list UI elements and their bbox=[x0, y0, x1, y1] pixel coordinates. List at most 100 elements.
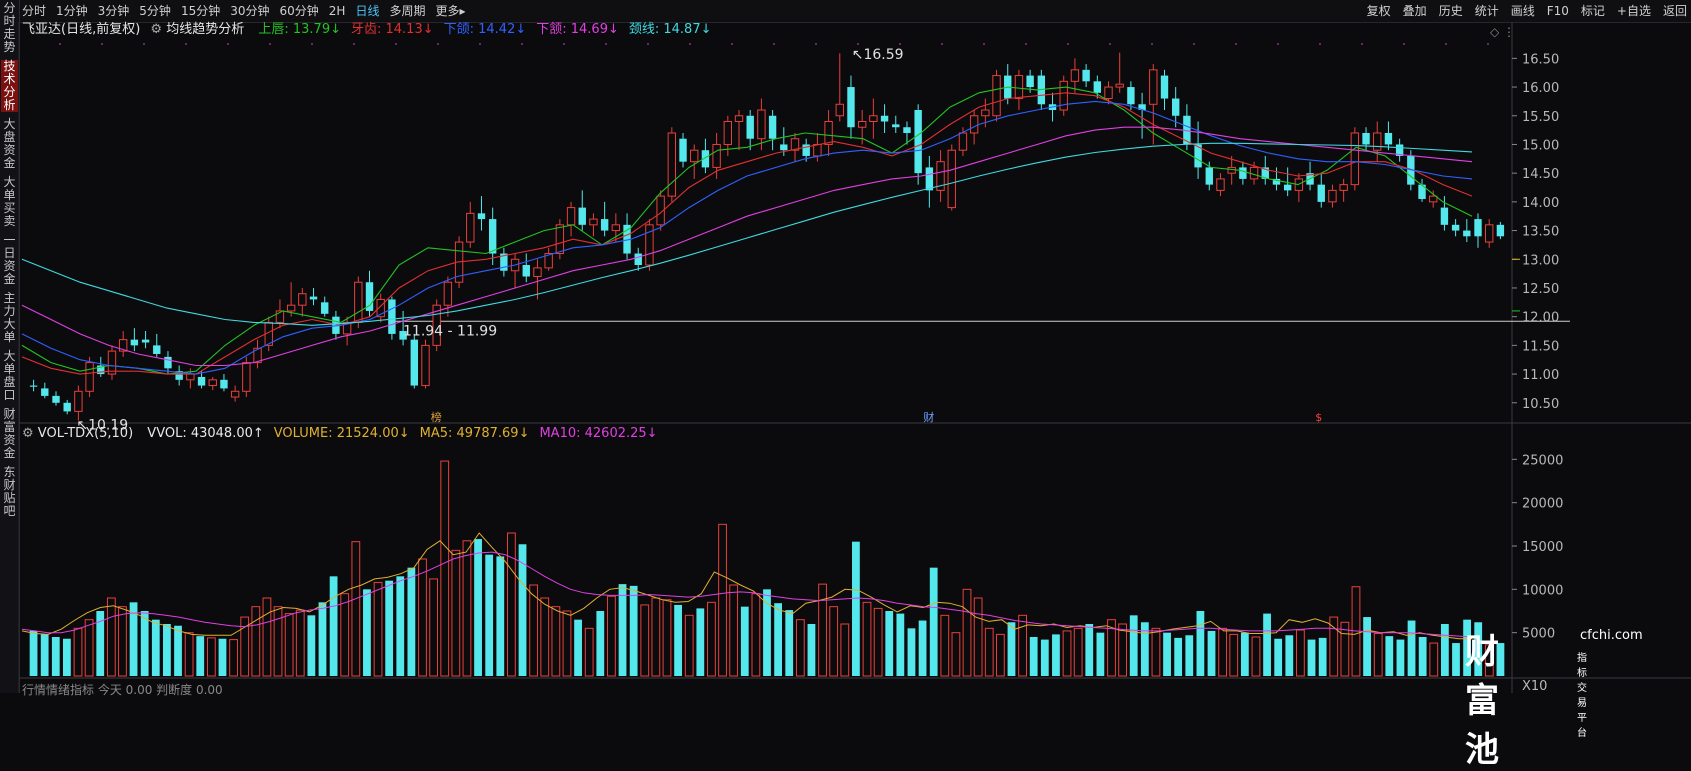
volume-bar bbox=[307, 615, 316, 676]
volume-bar bbox=[785, 610, 794, 676]
vol-legend-item-2: MA5: 49787.69↓ bbox=[419, 426, 530, 441]
volume-bar bbox=[918, 620, 927, 676]
top-toolbar: 分时 1分钟 3分钟 5分钟 15分钟 30分钟 60分钟 2H 日线 多周期 更多▸ 返回 +自选标… bbox=[0, 0, 1691, 23]
sidebar-item-0[interactable]: 分时走势 bbox=[3, 1, 16, 54]
candle-body bbox=[869, 115, 878, 122]
tab-2[interactable]: 3分钟 bbox=[97, 4, 130, 18]
tool-tab-7[interactable]: +自选 bbox=[1616, 4, 1651, 18]
volume-bar bbox=[507, 532, 516, 677]
volume-ma-MA5 bbox=[21, 532, 1472, 640]
candle-body bbox=[1384, 132, 1393, 145]
candle-body bbox=[1127, 87, 1135, 105]
sidebar-item-7[interactable]: 财富资金 bbox=[3, 407, 16, 460]
volume-bar bbox=[1018, 614, 1027, 677]
candle-body bbox=[914, 110, 922, 174]
volume-bar bbox=[818, 583, 827, 677]
candle-body bbox=[186, 373, 195, 381]
volume-bar bbox=[196, 636, 205, 676]
tab-1[interactable]: 1分钟 bbox=[56, 4, 88, 18]
volume-bar bbox=[740, 606, 749, 676]
tab-6[interactable]: 60分钟 bbox=[279, 4, 319, 18]
candle-body bbox=[958, 132, 968, 151]
sidebar-item-2[interactable]: 大盘资金 bbox=[3, 117, 16, 170]
sidebar-item-4[interactable]: 一日资金 bbox=[3, 233, 16, 286]
candle-body bbox=[734, 115, 744, 122]
candle-body bbox=[230, 390, 240, 398]
candle-body bbox=[1362, 132, 1370, 145]
candle-body bbox=[1328, 189, 1337, 203]
volume-bar bbox=[407, 567, 416, 676]
candle-body bbox=[835, 103, 844, 117]
top-dot bbox=[815, 43, 817, 45]
candle-body bbox=[141, 339, 150, 343]
top-dot bbox=[1025, 43, 1027, 45]
tab-3[interactable]: 5分钟 bbox=[139, 4, 171, 18]
volume-bar bbox=[1096, 632, 1105, 676]
top-dot bbox=[563, 43, 565, 45]
candle-body bbox=[488, 219, 497, 254]
candle-body bbox=[768, 115, 777, 139]
volume-bar bbox=[29, 630, 38, 676]
top-dot bbox=[731, 43, 733, 45]
kline-chart[interactable]: 10.50 11.00 11.50 12.00 12.50 13.00 13.50 14.00… bbox=[0, 0, 1691, 693]
tab-8[interactable]: 日线 bbox=[355, 4, 380, 18]
sidebar-item-6[interactable]: 大单盘口 bbox=[3, 349, 16, 402]
top-dot bbox=[773, 43, 775, 45]
tool-tab-0[interactable]: 复权 bbox=[1366, 4, 1391, 18]
tool-tab-1[interactable]: 叠加 bbox=[1402, 4, 1427, 18]
sidebar-item-8[interactable]: 东财贴吧 bbox=[3, 465, 16, 518]
volume-bar bbox=[962, 588, 972, 677]
volume-tick-label-1: 10000 bbox=[1522, 583, 1563, 598]
volume-bar bbox=[440, 460, 450, 677]
tab-10[interactable]: 更多▸ bbox=[435, 4, 466, 18]
tab-4[interactable]: 15分钟 bbox=[180, 4, 221, 18]
tool-tab-3[interactable]: 统计 bbox=[1474, 4, 1499, 18]
volume-bar bbox=[1185, 635, 1194, 676]
top-dot bbox=[941, 43, 943, 45]
volume-bar bbox=[1251, 636, 1261, 677]
sidebar-item-3[interactable]: 大单买卖 bbox=[3, 175, 16, 228]
tool-tab-2[interactable]: 历史 bbox=[1438, 4, 1463, 18]
indicator-name[interactable]: 均线趋势分析 bbox=[166, 22, 245, 37]
sidebar-item-5[interactable]: 主力大单 bbox=[3, 291, 16, 344]
top-dot bbox=[311, 43, 313, 45]
ma-line-下颔 bbox=[21, 126, 1473, 367]
volume-bar bbox=[429, 578, 439, 677]
indicator-gear-icon[interactable]: ⚙ bbox=[150, 22, 163, 37]
vol-legend-item-3: MA10: 42602.25↓ bbox=[539, 426, 658, 441]
tab-5[interactable]: 30分钟 bbox=[230, 4, 270, 18]
volume-bar bbox=[1452, 643, 1460, 676]
sidebar-item-1[interactable]: 技术分析 bbox=[1, 60, 18, 112]
volume-bar bbox=[751, 593, 761, 677]
volume-bar bbox=[418, 558, 427, 677]
price-tick-label-2: 11.50 bbox=[1522, 339, 1559, 354]
tool-tab-5[interactable]: F10 bbox=[1546, 4, 1569, 18]
tool-tab-6[interactable]: 标记 bbox=[1580, 4, 1605, 18]
volume-bar bbox=[251, 606, 261, 677]
candle-body bbox=[388, 299, 396, 334]
tab-9[interactable]: 多周期 bbox=[389, 4, 426, 18]
volume-gear-icon[interactable]: ⚙ bbox=[22, 426, 34, 441]
tab-0[interactable]: 分时 bbox=[22, 4, 47, 18]
tab-7[interactable]: 2H bbox=[328, 4, 346, 18]
candle-body bbox=[1239, 167, 1247, 179]
diamond-icon: ◇ bbox=[1490, 25, 1500, 39]
watermark-subtitle: 指标交易平台 bbox=[1577, 653, 1587, 739]
top-dot bbox=[1445, 43, 1447, 45]
volume-bar bbox=[852, 541, 860, 676]
candle-body bbox=[275, 310, 285, 323]
candle-body bbox=[1407, 155, 1415, 185]
volume-bar bbox=[795, 619, 805, 677]
price-tick-label-1: 11.00 bbox=[1522, 368, 1559, 383]
candle-body bbox=[690, 149, 699, 163]
stock-title[interactable]: 飞亚达(日线,前复权) bbox=[22, 22, 141, 37]
top-dot bbox=[1277, 43, 1279, 45]
candle-body bbox=[1418, 184, 1426, 199]
volume-bar bbox=[584, 627, 594, 677]
tool-tab-8[interactable]: 返回 bbox=[1662, 4, 1687, 18]
candle-body bbox=[555, 224, 565, 255]
price-tick-label-10: 15.50 bbox=[1522, 110, 1559, 125]
top-dot bbox=[269, 43, 271, 45]
tool-tab-4[interactable]: 画线 bbox=[1510, 4, 1535, 18]
volume-indicator-name[interactable]: VOL-TDX(5,10) bbox=[37, 426, 134, 441]
